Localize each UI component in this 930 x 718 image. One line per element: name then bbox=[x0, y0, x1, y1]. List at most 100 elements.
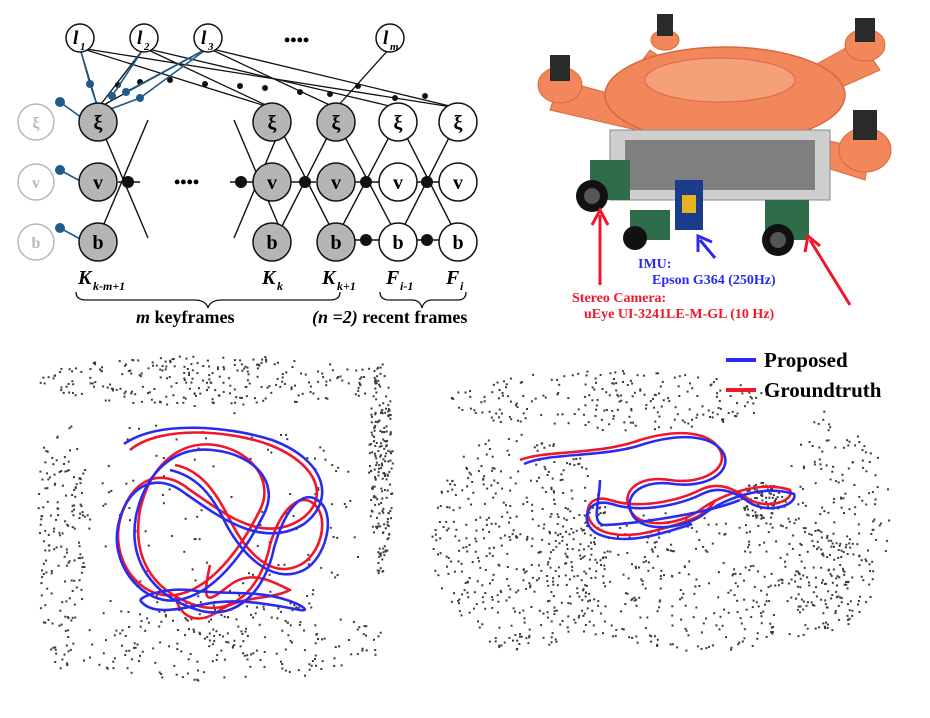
point-cloud-point bbox=[858, 554, 861, 557]
point-cloud-point bbox=[834, 610, 837, 613]
point-cloud-point bbox=[322, 376, 325, 379]
point-cloud-point bbox=[259, 524, 262, 526]
point-cloud-point bbox=[311, 593, 314, 596]
point-cloud-point bbox=[473, 607, 475, 610]
point-cloud-point bbox=[478, 560, 480, 563]
svg-text:F: F bbox=[445, 267, 460, 289]
point-cloud-point bbox=[543, 523, 546, 526]
point-cloud-point bbox=[507, 584, 510, 587]
point-cloud-point bbox=[519, 420, 522, 423]
point-cloud-point bbox=[818, 529, 821, 532]
point-cloud-point bbox=[829, 478, 832, 481]
point-cloud-point bbox=[290, 386, 293, 389]
point-cloud-point bbox=[387, 449, 390, 452]
point-cloud-point bbox=[447, 556, 450, 559]
point-cloud-point bbox=[845, 543, 848, 546]
point-cloud-point bbox=[365, 634, 367, 637]
point-cloud-point bbox=[107, 465, 110, 468]
point-cloud-point bbox=[768, 496, 771, 499]
point-cloud-point bbox=[653, 635, 656, 638]
point-cloud-point bbox=[528, 636, 531, 639]
point-cloud-point bbox=[828, 423, 831, 426]
point-cloud-point bbox=[64, 520, 67, 523]
point-cloud-point bbox=[745, 608, 748, 611]
point-cloud-point bbox=[755, 497, 758, 499]
point-cloud-point bbox=[680, 618, 683, 621]
point-cloud-point bbox=[286, 438, 289, 441]
point-cloud-point bbox=[710, 383, 713, 386]
point-cloud-point bbox=[635, 567, 637, 570]
point-cloud-point bbox=[653, 406, 656, 409]
point-cloud-point bbox=[583, 532, 586, 535]
point-cloud-point bbox=[631, 395, 634, 398]
point-cloud-point bbox=[512, 529, 515, 532]
point-cloud-point bbox=[252, 573, 254, 576]
point-cloud-point bbox=[769, 622, 772, 625]
point-cloud-point bbox=[565, 562, 568, 565]
point-cloud-point bbox=[877, 456, 879, 459]
point-cloud-point bbox=[385, 444, 388, 447]
point-cloud-point bbox=[354, 393, 357, 396]
point-cloud-point bbox=[49, 514, 52, 517]
point-cloud-point bbox=[557, 392, 560, 394]
point-cloud-point bbox=[346, 368, 349, 371]
point-cloud-point bbox=[280, 660, 282, 663]
point-cloud-point bbox=[374, 378, 377, 381]
point-cloud-point bbox=[592, 624, 595, 627]
point-cloud-point bbox=[185, 381, 188, 384]
point-cloud-point bbox=[478, 444, 481, 447]
legend-groundtruth-label: Groundtruth bbox=[764, 378, 882, 402]
point-cloud-point bbox=[702, 546, 705, 548]
point-cloud-point bbox=[583, 514, 586, 517]
point-cloud-point bbox=[799, 605, 802, 608]
point-cloud-point bbox=[114, 657, 116, 660]
point-cloud-point bbox=[202, 365, 205, 367]
point-cloud-point bbox=[384, 550, 387, 553]
point-cloud-point bbox=[81, 511, 84, 514]
point-cloud-point bbox=[59, 667, 62, 670]
point-cloud-point bbox=[376, 375, 379, 378]
point-cloud-point bbox=[733, 594, 736, 597]
point-cloud-point bbox=[297, 669, 300, 672]
point-cloud-point bbox=[524, 417, 527, 420]
point-cloud-point bbox=[784, 500, 787, 503]
point-cloud-point bbox=[447, 572, 450, 575]
point-cloud-point bbox=[359, 384, 362, 387]
point-cloud-point bbox=[566, 547, 569, 550]
point-cloud-point bbox=[255, 401, 258, 404]
point-cloud-point bbox=[868, 492, 871, 495]
point-cloud-point bbox=[371, 451, 374, 454]
point-cloud-point bbox=[821, 579, 824, 582]
point-cloud-point bbox=[216, 654, 219, 657]
point-cloud-point bbox=[543, 465, 546, 468]
point-cloud-point bbox=[290, 641, 293, 644]
point-cloud-point bbox=[130, 658, 133, 661]
point-cloud-point bbox=[158, 671, 161, 674]
point-cloud-point bbox=[257, 363, 260, 366]
point-cloud-point bbox=[370, 431, 373, 434]
point-cloud-point bbox=[549, 515, 552, 518]
point-cloud-point bbox=[582, 614, 585, 617]
point-cloud-point bbox=[671, 605, 674, 608]
point-cloud-point bbox=[446, 565, 448, 568]
point-cloud-point bbox=[824, 627, 826, 629]
point-cloud-point bbox=[702, 622, 705, 625]
point-cloud-point bbox=[793, 522, 796, 525]
point-cloud-point bbox=[472, 491, 475, 494]
point-cloud-point bbox=[320, 566, 323, 569]
keyframe-k-m1-nodes: ξ v b bbox=[78, 102, 118, 262]
point-cloud-point bbox=[361, 649, 364, 652]
point-cloud-point bbox=[846, 535, 849, 538]
point-cloud-point bbox=[498, 644, 501, 647]
point-cloud-point bbox=[378, 512, 381, 515]
point-cloud-point bbox=[71, 392, 74, 394]
point-cloud-point bbox=[615, 628, 618, 631]
point-cloud-point bbox=[389, 510, 392, 512]
point-cloud-point bbox=[386, 489, 389, 492]
point-cloud-point bbox=[763, 541, 766, 544]
point-cloud-point bbox=[760, 589, 763, 592]
point-cloud-point bbox=[495, 412, 498, 415]
point-cloud-point bbox=[263, 636, 266, 639]
point-cloud-point bbox=[856, 543, 859, 546]
point-cloud-point bbox=[715, 523, 718, 526]
